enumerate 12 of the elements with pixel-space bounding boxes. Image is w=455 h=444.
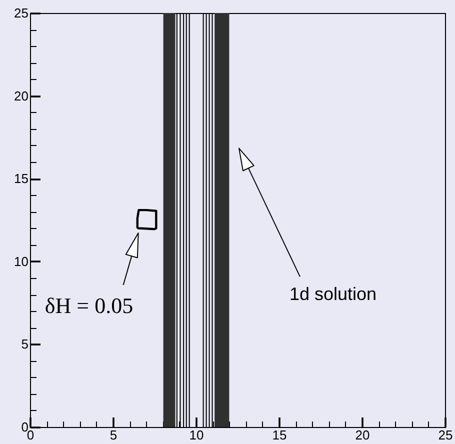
- y-tick-label: 15: [14, 171, 28, 186]
- y-tick-label: 5: [21, 336, 28, 352]
- y-tick-label: 20: [14, 88, 28, 104]
- x-tick-label: 5: [110, 428, 118, 442]
- annotation: δH = 0.05: [44, 293, 134, 318]
- x-tick-label: 20: [355, 428, 370, 442]
- y-tick-label: 10: [14, 254, 28, 269]
- y-tick-label: 25: [14, 6, 28, 20]
- x-tick-label: 25: [438, 428, 453, 442]
- x-tick-label: 10: [189, 428, 204, 442]
- x-tick-label: 15: [272, 428, 287, 442]
- annotation: 1d solution: [289, 284, 377, 304]
